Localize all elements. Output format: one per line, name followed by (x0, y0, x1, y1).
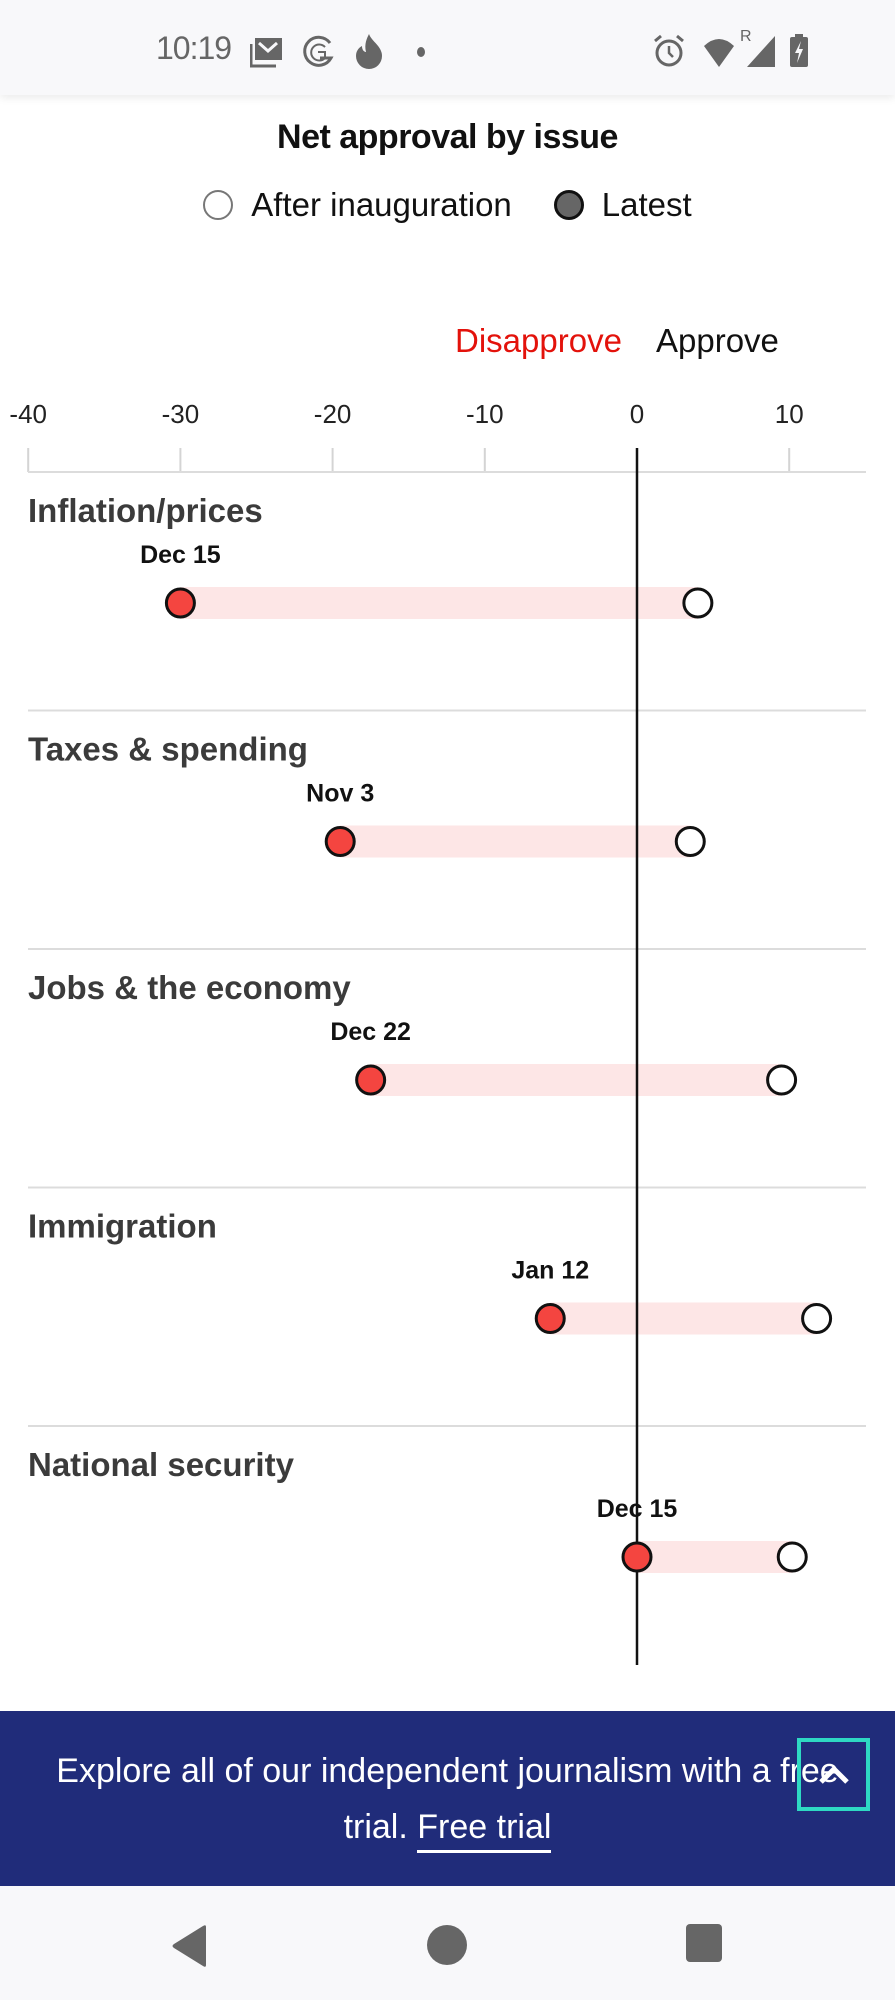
status-bar: 10:19 R (0, 0, 895, 95)
recents-icon[interactable] (686, 1924, 722, 1964)
roaming-signal-icon (747, 36, 775, 67)
promo-message: Explore all of our independent journalis… (56, 1752, 839, 1846)
after-inauguration-point (801, 1303, 833, 1334)
tinder-icon (356, 34, 382, 69)
x-tick-label: -40 (9, 399, 47, 429)
x-tick-label: -30 (162, 399, 200, 429)
category-label: Taxes & spending (28, 731, 308, 768)
range-bar (637, 1541, 793, 1573)
promo-banner: Explore all of our independent journalis… (0, 1711, 895, 1886)
latest-date-label: Dec 22 (330, 1018, 411, 1046)
latest-point (324, 826, 356, 857)
x-tick-label: 10 (775, 399, 804, 429)
disapprove-label: Disapprove (455, 322, 622, 359)
roaming-label: R (740, 28, 752, 45)
latest-date-label: Dec 15 (597, 1495, 678, 1523)
home-icon[interactable] (426, 1924, 468, 1966)
range-bar (550, 1302, 817, 1335)
chart-legend: After inauguration Latest (0, 186, 895, 224)
back-icon[interactable] (170, 1924, 210, 1968)
chevron-up-icon (818, 1764, 849, 1784)
open-circle-icon (203, 190, 234, 220)
after-inauguration-point (766, 1064, 798, 1096)
latest-point (621, 1541, 653, 1573)
latest-point (164, 587, 196, 619)
category-label: National security (28, 1446, 295, 1483)
filled-circle-icon (553, 190, 584, 220)
range-bar (370, 1064, 782, 1096)
latest-point (355, 1064, 387, 1096)
chart-title: Net approval by issue (277, 118, 618, 156)
latest-date-label: Jan 12 (511, 1257, 589, 1285)
x-tick-label: -10 (466, 399, 504, 429)
legend-item-latest: Latest (553, 186, 692, 224)
category-label: Inflation/prices (28, 492, 263, 529)
navigation-bar (0, 1886, 895, 2000)
category-label: Jobs & the economy (28, 969, 351, 1006)
legend-label: After inauguration (251, 186, 512, 223)
after-inauguration-point (776, 1541, 808, 1573)
promo-text: Explore all of our independent journalis… (40, 1743, 855, 1855)
free-trial-link[interactable]: Free trial (417, 1808, 552, 1853)
category-label: Immigration (28, 1208, 217, 1245)
x-tick-label: 0 (630, 399, 644, 429)
x-tick-label: -20 (314, 399, 352, 429)
gmail-icon (250, 38, 282, 68)
range-bar (180, 587, 698, 619)
battery-charging-icon (790, 34, 808, 67)
legend-item-after-inauguration: After inauguration (203, 186, 512, 224)
latest-date-label: Dec 15 (140, 541, 221, 569)
wifi-icon (704, 39, 734, 67)
latest-point (534, 1303, 566, 1334)
after-inauguration-point (674, 826, 706, 857)
dumbbell-chart: -40 -30 -20 -10 0 10 Inflation/prices Dec 15 Tax… (9, 399, 866, 1665)
range-bar (340, 825, 691, 858)
approve-label: Approve (656, 322, 779, 359)
latest-date-label: Nov 3 (306, 780, 374, 808)
dot-icon (417, 47, 425, 57)
after-inauguration-point (682, 587, 714, 619)
grammarly-icon (303, 35, 334, 67)
legend-label: Latest (601, 186, 692, 223)
scroll-to-top-button[interactable] (797, 1738, 870, 1811)
status-time: 10:19 (156, 30, 232, 66)
alarm-icon (654, 34, 684, 67)
